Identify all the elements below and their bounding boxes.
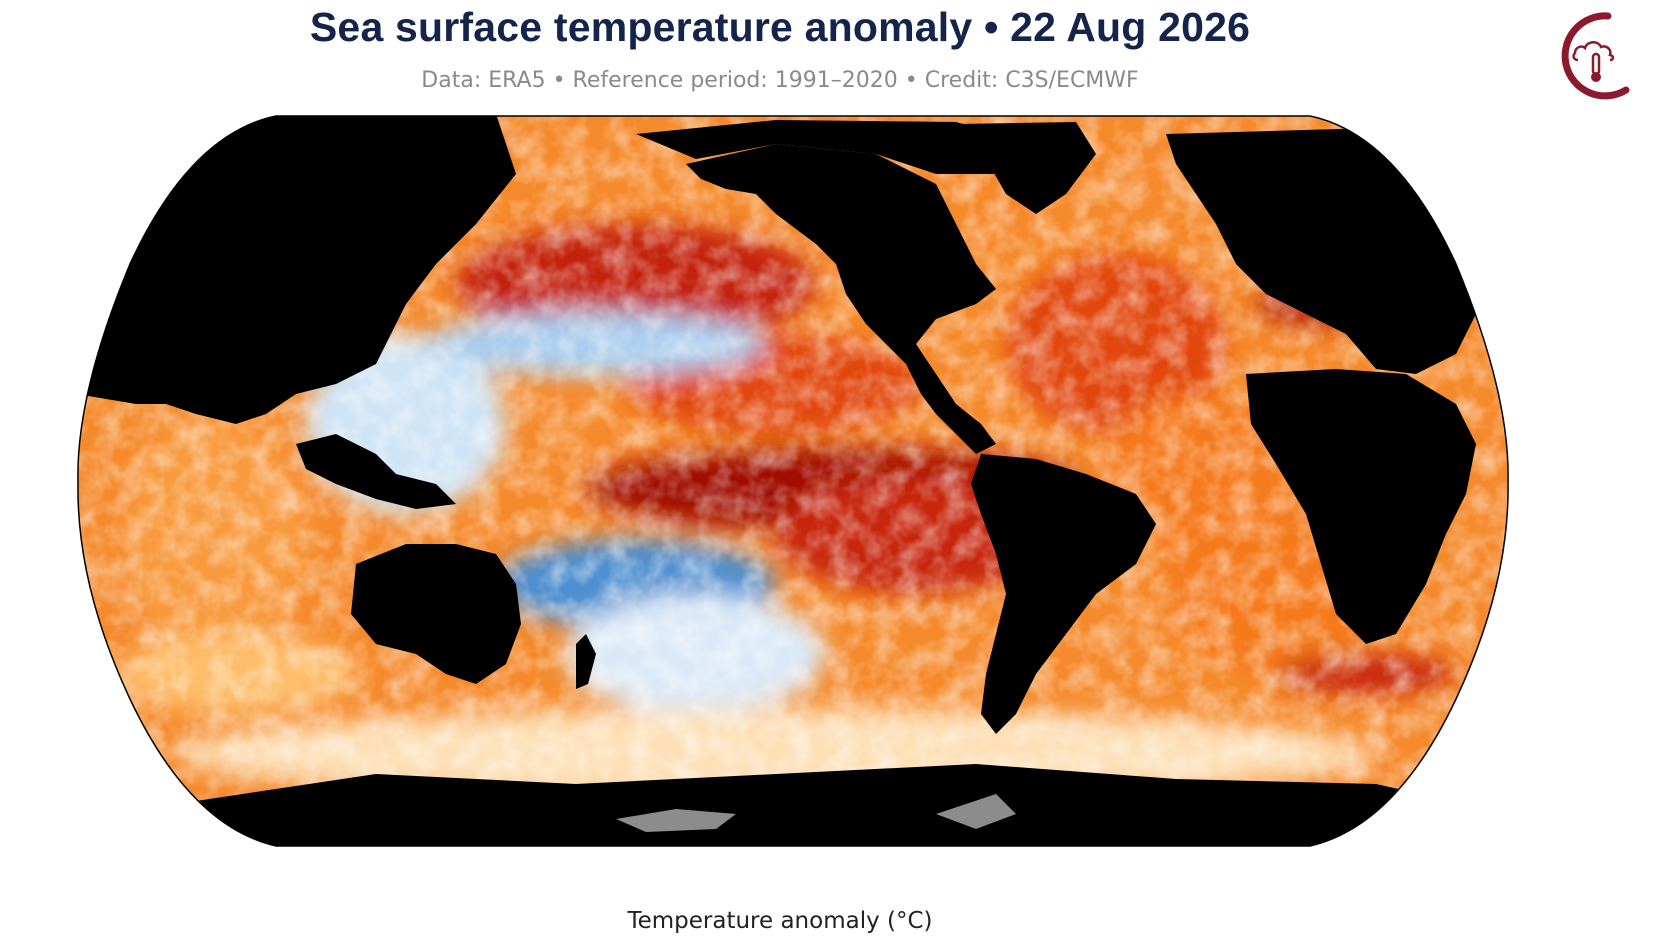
asia-west: [77, 116, 516, 424]
australia: [351, 544, 521, 684]
cloud-thermometer-icon: [1561, 12, 1630, 100]
legend-label: Temperature anomaly (°C): [627, 908, 933, 934]
greenland: [956, 122, 1096, 214]
antarctica: [77, 764, 1509, 846]
sea-ice: [616, 794, 1016, 832]
new-zealand: [576, 634, 596, 689]
page-subtitle: Data: ERA5 • Reference period: 1991–2020…: [421, 68, 1139, 93]
world-map: [77, 115, 1509, 847]
south-america: [971, 454, 1156, 734]
logo-thermometer-bulb: [1591, 72, 1601, 82]
land: [77, 116, 1509, 846]
map-frame: [77, 115, 1509, 847]
page-title: Sea surface temperature anomaly • 22 Aug…: [309, 4, 1251, 50]
logo-thermometer-tube: [1591, 52, 1601, 76]
maritime-continent: [296, 434, 456, 509]
north-america: [686, 144, 996, 454]
africa: [1246, 369, 1476, 644]
logo-arc: [1561, 12, 1630, 100]
arctic-canada: [636, 120, 1036, 174]
logo-cloud: [1572, 41, 1615, 62]
